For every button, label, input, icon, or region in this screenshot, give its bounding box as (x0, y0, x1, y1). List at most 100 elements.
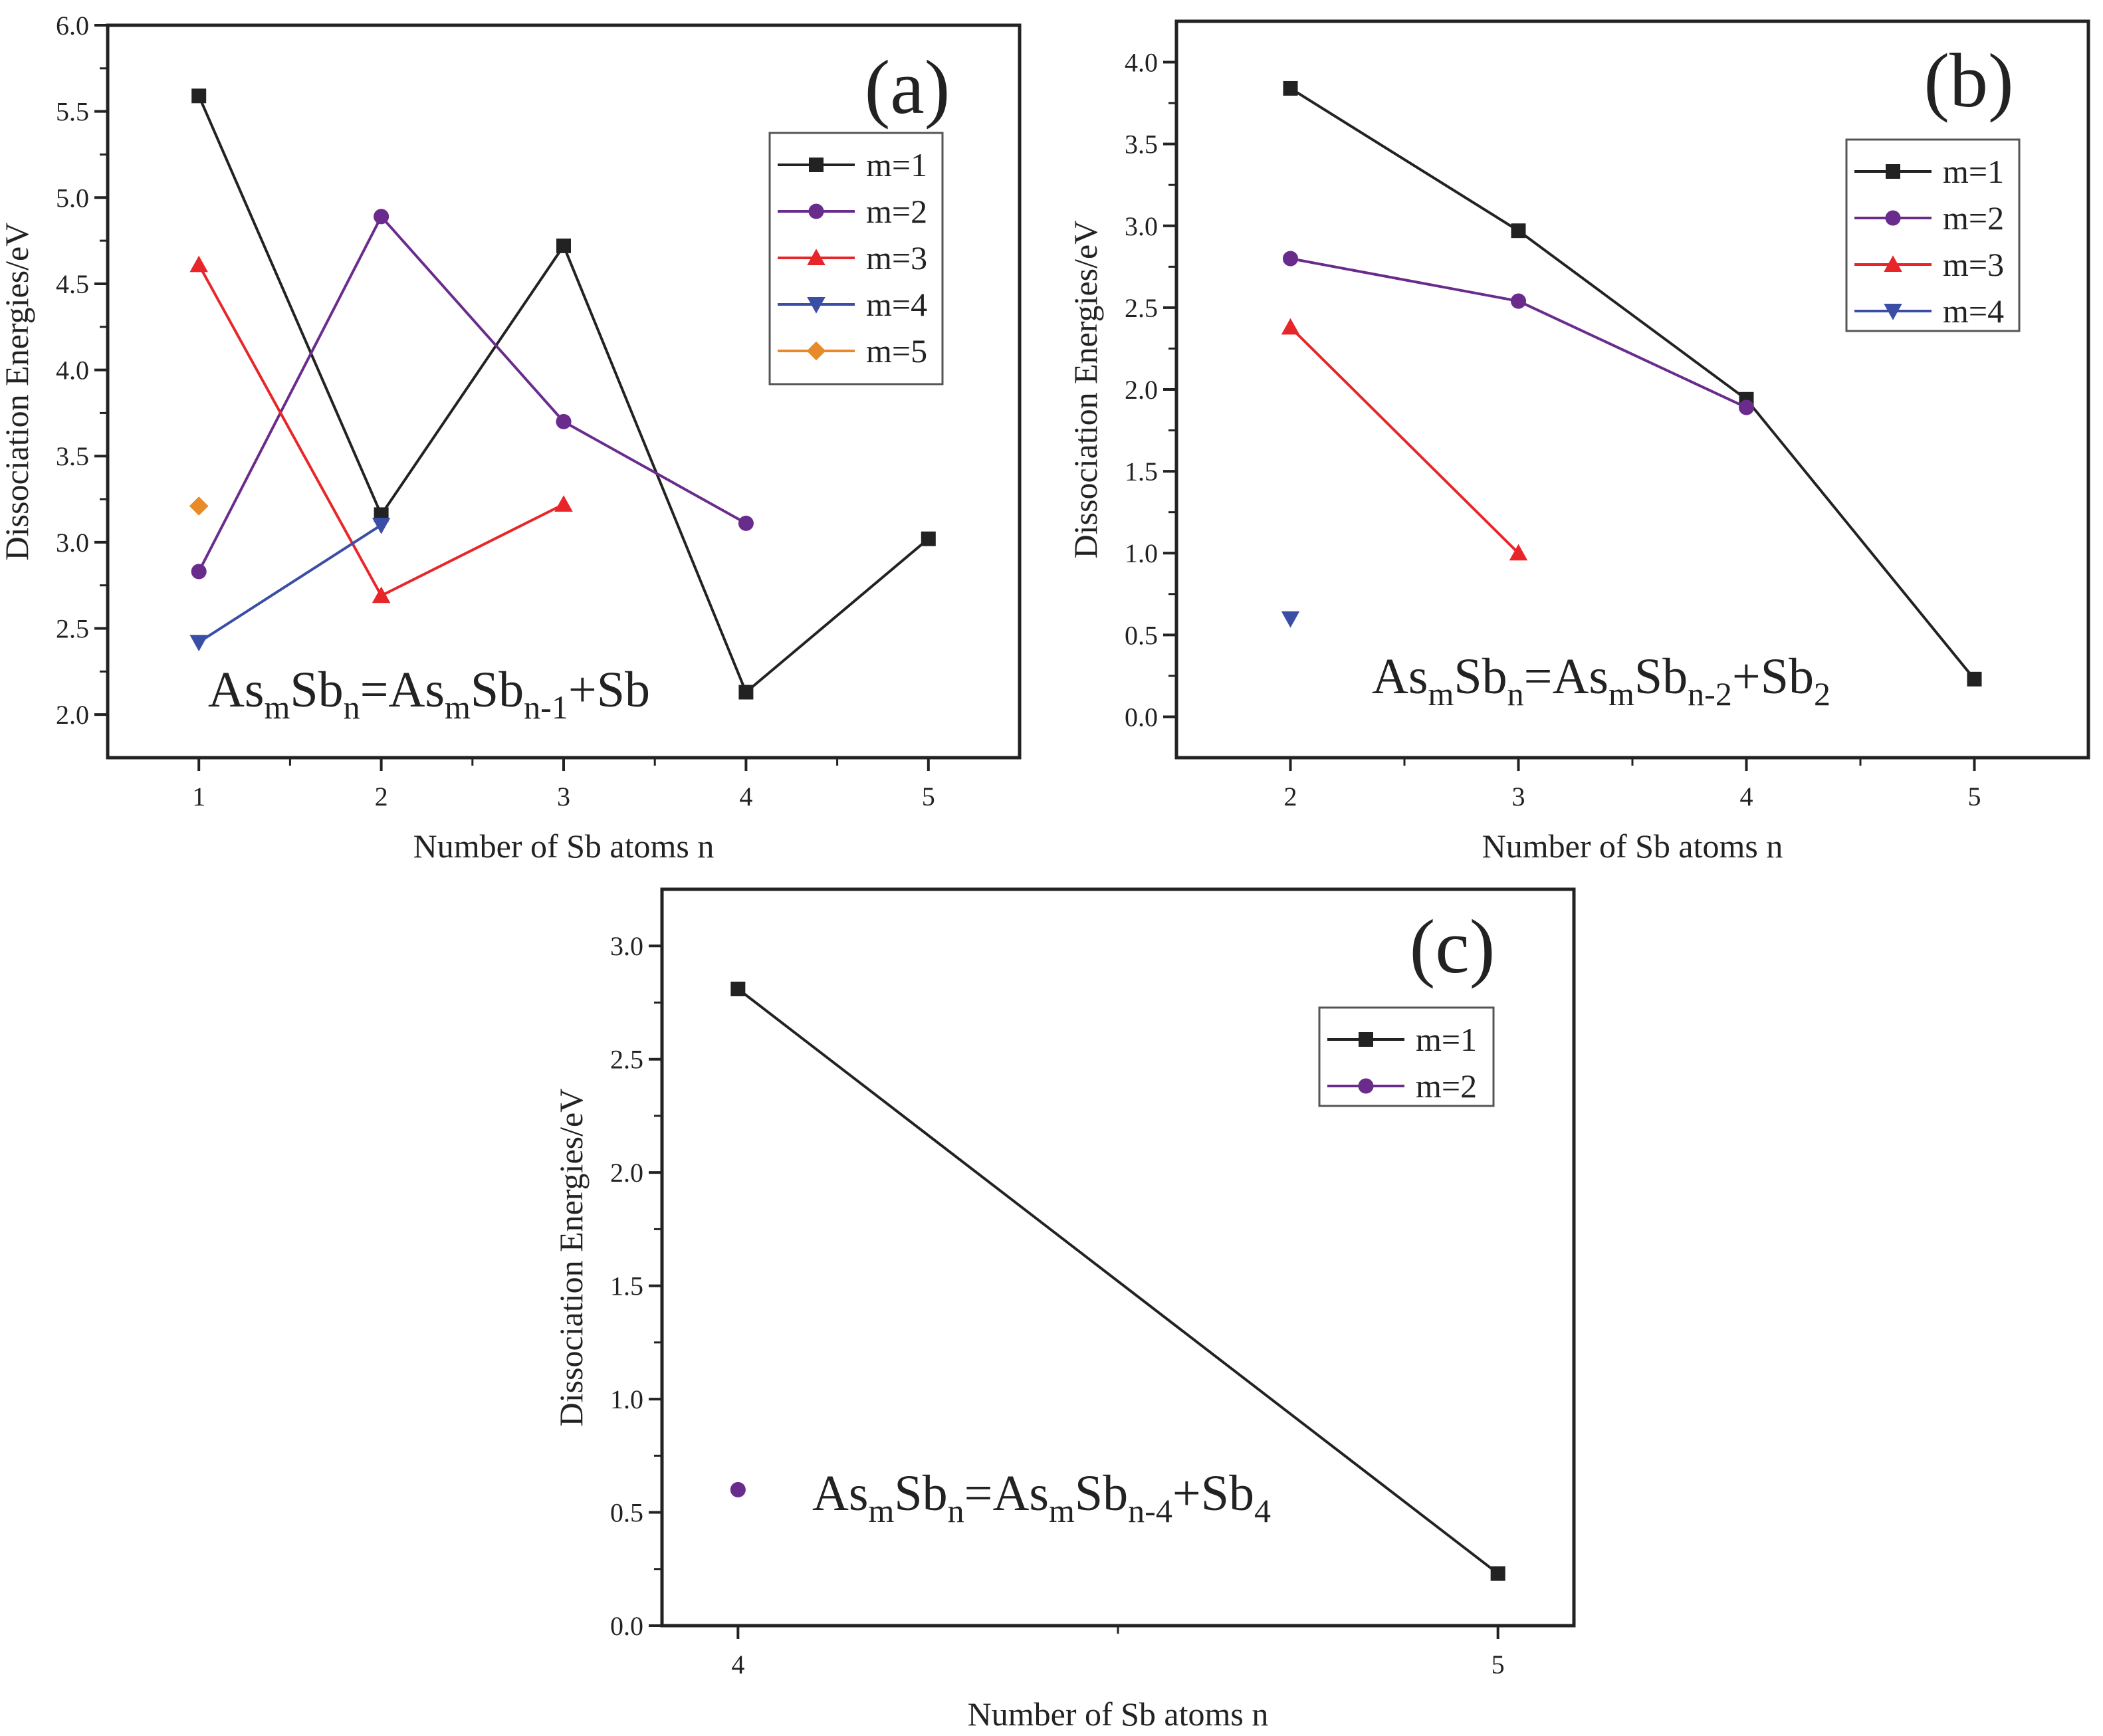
y-tick-label: 2.5 (56, 614, 89, 644)
y-tick-label: 5.0 (56, 183, 89, 213)
data-point (1510, 293, 1527, 309)
equation-text: As (208, 662, 264, 718)
legend-marker (1884, 304, 1902, 320)
series-line (197, 214, 747, 572)
data-point (738, 515, 754, 531)
y-tick-label: 3.5 (1125, 130, 1158, 160)
data-point (189, 496, 209, 516)
data-point (191, 564, 207, 580)
equation-text: =As (964, 1465, 1049, 1521)
legend-marker (806, 341, 826, 361)
data-point (554, 495, 573, 512)
y-tick-label: 1.0 (610, 1384, 643, 1414)
legend-marker (808, 203, 824, 219)
y-tick-label: 2.0 (1125, 375, 1158, 405)
x-tick-label: 3 (1512, 782, 1525, 812)
x-axis-title: Number of Sb atoms n (1482, 827, 1783, 865)
equation-subscript: 4 (1254, 1492, 1271, 1529)
series-m=2 (1282, 251, 1755, 415)
equation-text: =As (1524, 649, 1608, 705)
equation-subscript: m (1428, 675, 1454, 712)
legend-entry: m=3 (866, 239, 927, 276)
legend-marker (1359, 1032, 1373, 1047)
legend-entry: m=1 (1943, 153, 2004, 190)
y-tick-label: 3.5 (56, 441, 89, 471)
series-m=3 (1281, 318, 1528, 561)
equation-subscript: n (948, 1492, 964, 1529)
series-m=2 (191, 209, 754, 580)
equation-text: +Sb (1172, 1465, 1254, 1521)
y-tick-label: 3.0 (610, 931, 643, 961)
y-tick-label: 0.0 (610, 1611, 643, 1641)
legend-entry: m=2 (1416, 1067, 1477, 1105)
data-point (372, 586, 391, 603)
chart-panel-c: 4 5 0.0 0.5 1.0 1.5 2.0 2.5 3.0 Number of Sb atom… (552, 887, 1576, 1733)
panel-label: (a) (865, 45, 950, 130)
series-line (1289, 326, 1519, 554)
equation-subscript: n-2 (1688, 675, 1732, 712)
series-m=1 (730, 982, 1505, 1581)
y-tick-label: 0.5 (610, 1498, 643, 1528)
series-m=4 (189, 517, 391, 652)
legend-marker (809, 158, 824, 172)
series-m=5 (189, 496, 209, 516)
x-axis-title: Number of Sb atoms n (413, 827, 715, 865)
series-line (198, 524, 382, 643)
series-m=2 (730, 1481, 746, 1497)
equation-text: Sb (1454, 649, 1507, 705)
legend-entry: m=4 (1943, 292, 2004, 330)
legend: m=1 m=2 m=3 m=4 m=5 (768, 132, 944, 385)
equation-text: Sb (290, 662, 343, 718)
data-point (374, 209, 389, 225)
reaction-equation: AsmSbn=AsmSbn-1+Sb (208, 662, 650, 726)
y-tick-label: 4.0 (1125, 48, 1158, 78)
equation-text: As (812, 1465, 868, 1521)
y-tick-label: 2.0 (56, 700, 89, 730)
x-tick-label: 4 (1740, 782, 1753, 812)
data-point (556, 413, 572, 429)
legend-entry: m=5 (866, 332, 927, 370)
panel-label: (c) (1410, 905, 1495, 990)
data-point (1967, 671, 1982, 687)
equation-subscript: 2 (1814, 675, 1830, 712)
data-point (372, 517, 391, 534)
legend-box (1318, 1006, 1495, 1107)
equation-text: +Sb (568, 662, 650, 718)
panel-label: (b) (1924, 39, 2013, 124)
x-tick-label: 5 (922, 782, 935, 812)
y-tick-label: 1.5 (1125, 457, 1158, 487)
series-line (1289, 87, 1976, 681)
data-point (189, 635, 208, 652)
equation-text: Sb (471, 662, 524, 718)
x-tick-label: 5 (1492, 1650, 1505, 1680)
data-point (921, 531, 936, 546)
x-axis-title: Number of Sb atoms n (968, 1695, 1269, 1733)
chart-panel-b: 2 3 4 5 0.0 0.5 1.0 1.5 2.0 2.5 3.0 3.5 4.0 Number of… (1067, 19, 2090, 865)
data-point (1738, 399, 1755, 415)
data-point (1490, 1566, 1505, 1581)
equation-subscript: n-1 (524, 689, 568, 726)
data-point (1511, 223, 1526, 239)
data-point (191, 88, 207, 104)
y-tick-label: 4.0 (56, 356, 89, 385)
x-tick-label: 2 (1284, 782, 1297, 812)
legend-entry: m=3 (1943, 246, 2004, 283)
y-axis-title: Dissociation Energies/eV (552, 1089, 590, 1427)
equation-text: +Sb (1732, 649, 1814, 705)
legend-entry: m=1 (866, 146, 927, 183)
legend-marker (1886, 164, 1900, 179)
legend-marker (1885, 210, 1901, 226)
y-tick-label: 2.5 (1125, 293, 1158, 323)
data-point (730, 1481, 746, 1497)
legend-marker (1884, 255, 1902, 272)
x-tick-label: 3 (557, 782, 570, 812)
legend: m=1 m=2 m=3 m=4 (1845, 138, 2021, 332)
legend-marker (807, 249, 826, 265)
legend-marker (1358, 1078, 1374, 1094)
y-tick-label: 2.0 (610, 1158, 643, 1188)
equation-subscript: m (445, 689, 471, 726)
series-m=4 (1281, 611, 1300, 628)
data-point (189, 255, 208, 272)
